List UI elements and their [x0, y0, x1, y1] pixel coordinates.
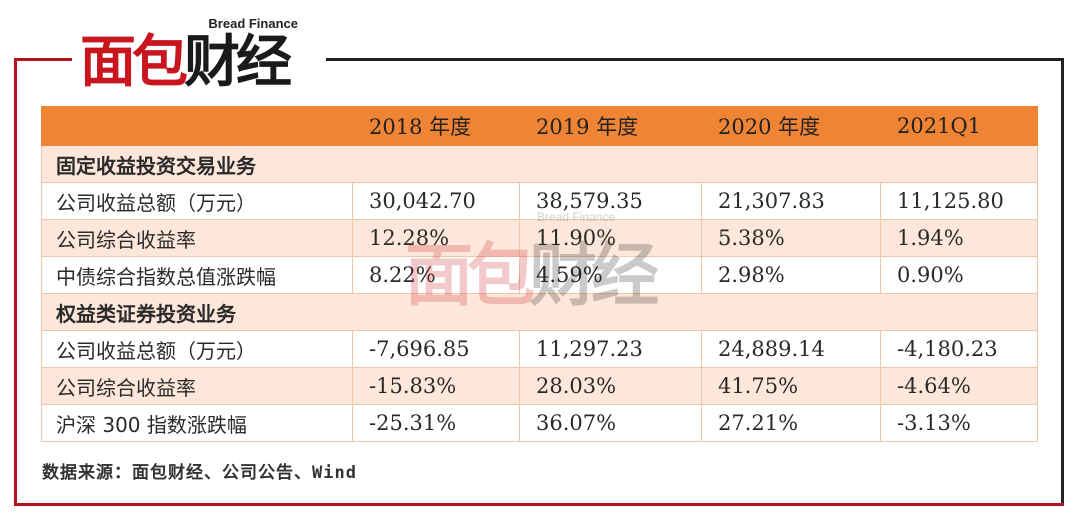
row-label: 公司综合收益率: [41, 219, 353, 257]
table-cell: 0.90%: [880, 256, 1038, 294]
table-cell: -4.64%: [880, 367, 1038, 405]
frame-line-right: [1061, 58, 1064, 506]
brand-logo: Bread Finance 面包财经: [80, 14, 320, 94]
logo-chinese-text: 面包财经: [80, 30, 292, 95]
header-cell: 2019 年度: [519, 106, 702, 146]
frame-line-bottom: [14, 503, 1064, 506]
header-row: 2018 年度 2019 年度 2020 年度 2021Q1: [41, 106, 1038, 146]
section-title: 权益类证券投资业务: [41, 293, 1038, 331]
table-cell: 41.75%: [701, 367, 881, 405]
section-row: 固定收益投资交易业务: [41, 145, 1038, 183]
frame-line-left: [14, 58, 17, 506]
header-cell: [41, 106, 353, 146]
section-row: 权益类证券投资业务: [41, 293, 1038, 331]
logo-english-text: Bread Finance: [208, 16, 298, 31]
table-cell: 5.38%: [701, 219, 881, 257]
table-cell: 2.98%: [701, 256, 881, 294]
data-table: 2018 年度 2019 年度 2020 年度 2021Q1 固定收益投资交易业…: [41, 106, 1038, 442]
table-cell: -3.13%: [880, 404, 1038, 442]
table-cell: 21,307.83: [701, 182, 881, 220]
table-cell: 27.21%: [701, 404, 881, 442]
table-row: 中债综合指数总值涨跌幅 8.22% 4.59% 2.98% 0.90%: [41, 256, 1038, 294]
section-title: 固定收益投资交易业务: [41, 145, 1038, 183]
frame-line-top-right: [326, 58, 1064, 61]
table-row: 公司收益总额（万元） 30,042.70 38,579.35 21,307.83…: [41, 182, 1038, 220]
row-label: 中债综合指数总值涨跌幅: [41, 256, 353, 294]
table-row: 沪深 300 指数涨跌幅 -25.31% 36.07% 27.21% -3.13…: [41, 404, 1038, 442]
table-cell: -7,696.85: [352, 330, 520, 368]
row-label: 公司综合收益率: [41, 367, 353, 405]
row-label: 公司收益总额（万元）: [41, 182, 353, 220]
header-cell: 2018 年度: [352, 106, 520, 146]
table-cell: 1.94%: [880, 219, 1038, 257]
table-cell: 12.28%: [352, 219, 520, 257]
row-label: 公司收益总额（万元）: [41, 330, 353, 368]
table-cell: 24,889.14: [701, 330, 881, 368]
table-cell: 11,125.80: [880, 182, 1038, 220]
table-cell: 11.90%: [519, 219, 702, 257]
table-row: 公司收益总额（万元） -7,696.85 11,297.23 24,889.14…: [41, 330, 1038, 368]
header-cell: 2020 年度: [701, 106, 881, 146]
header-cell: 2021Q1: [880, 106, 1038, 146]
source-note: 数据来源：面包财经、公司公告、Wind: [42, 463, 357, 483]
table-cell: 36.07%: [519, 404, 702, 442]
table-cell: -15.83%: [352, 367, 520, 405]
table-cell: 4.59%: [519, 256, 702, 294]
logo-red-part: 面包: [80, 30, 188, 95]
table-cell: 28.03%: [519, 367, 702, 405]
table-row: 公司综合收益率 12.28% 11.90% 5.38% 1.94%: [41, 219, 1038, 257]
table-cell: -25.31%: [352, 404, 520, 442]
table-cell: 11,297.23: [519, 330, 702, 368]
table-cell: 8.22%: [352, 256, 520, 294]
table-cell: -4,180.23: [880, 330, 1038, 368]
table-row: 公司综合收益率 -15.83% 28.03% 41.75% -4.64%: [41, 367, 1038, 405]
table-cell: 30,042.70: [352, 182, 520, 220]
frame-line-top-left: [14, 58, 72, 61]
row-label: 沪深 300 指数涨跌幅: [41, 404, 353, 442]
logo-dark-part: 财经: [184, 30, 292, 95]
table-cell: 38,579.35: [519, 182, 702, 220]
